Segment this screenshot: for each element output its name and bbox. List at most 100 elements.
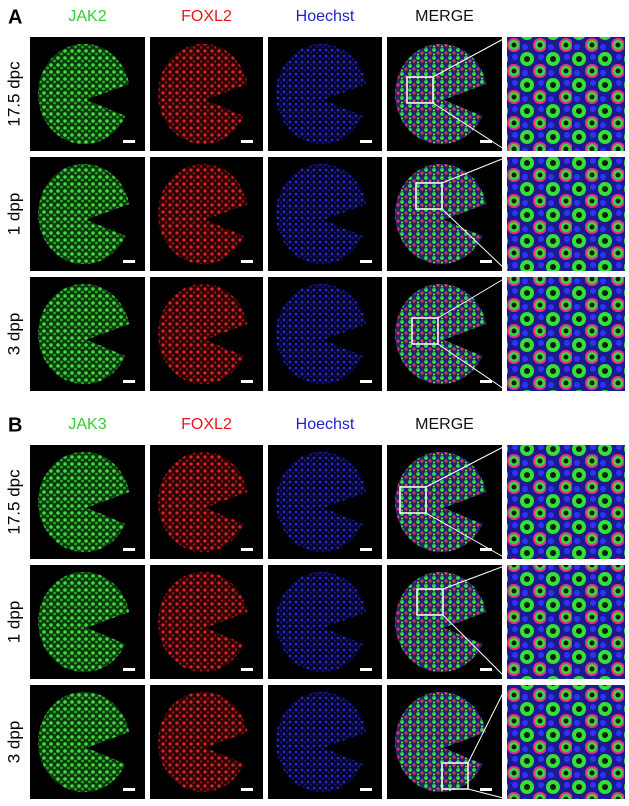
inset-line [425, 512, 508, 560]
row-label: 17.5 dpc [4, 469, 23, 535]
ovary-section [157, 571, 249, 673]
scale-bar [480, 380, 492, 383]
inset-box [441, 762, 469, 790]
scale-bar [241, 788, 253, 791]
column-label: JAK2 [68, 8, 106, 25]
column-label: FOXL2 [181, 8, 232, 25]
inset-line [432, 36, 508, 78]
ovary-section [38, 43, 131, 145]
zoom-view [507, 37, 625, 151]
ovary-section [275, 571, 368, 673]
scale-bar [480, 668, 492, 671]
ovary-notch [205, 490, 252, 528]
ovary-notch [443, 322, 491, 360]
ovary-notch [205, 202, 252, 240]
panel-label: B [8, 414, 22, 436]
ovary-notch [205, 610, 252, 648]
scale-bar [241, 548, 253, 551]
inset-line [442, 614, 508, 680]
scale-bar [123, 788, 135, 791]
scale-bar [360, 380, 372, 383]
scale-bar [123, 260, 135, 263]
inset-line [437, 276, 508, 319]
inset-line [467, 684, 508, 764]
ovary-section [395, 163, 488, 265]
scale-bar [360, 668, 372, 671]
ovary-section [395, 451, 488, 553]
inset-box [406, 76, 434, 104]
scale-bar [241, 380, 253, 383]
scale-bar [123, 380, 135, 383]
scale-bar [123, 668, 135, 671]
scale-bar [360, 548, 372, 551]
ovary-section [395, 283, 488, 385]
scale-bar [480, 788, 492, 791]
zoom-view [507, 565, 625, 679]
scale-bar [123, 140, 135, 143]
ovary-section [275, 163, 368, 265]
inset-line [441, 208, 508, 272]
ovary-notch [323, 610, 371, 648]
inset-line [432, 102, 508, 152]
ovary-section [38, 283, 131, 385]
ovary-section [157, 283, 249, 385]
ovary-notch [443, 82, 491, 120]
column-label: MERGE [415, 416, 474, 433]
ovary-notch [443, 730, 491, 768]
scale-bar [480, 260, 492, 263]
zoom-view [507, 685, 625, 799]
ovary-notch [86, 202, 134, 240]
scale-bar [360, 140, 372, 143]
ovary-notch [323, 202, 371, 240]
ovary-section [38, 451, 131, 553]
ovary-notch [86, 322, 134, 360]
scale-bar [480, 548, 492, 551]
row-label: 3 dpp [4, 313, 23, 356]
inset-box [399, 486, 427, 514]
ovary-notch [323, 490, 371, 528]
ovary-section [157, 43, 249, 145]
ovary-section [275, 691, 368, 793]
ovary-section [38, 571, 131, 673]
panel-label: A [8, 6, 22, 28]
column-label: JAK3 [68, 416, 106, 433]
ovary-section [157, 163, 249, 265]
ovary-notch [86, 730, 134, 768]
row-label: 1 dpp [4, 193, 23, 236]
ovary-section [157, 451, 249, 553]
scale-bar [241, 668, 253, 671]
ovary-section [275, 283, 368, 385]
ovary-section [395, 691, 488, 793]
ovary-section [275, 451, 368, 553]
scale-bar [241, 260, 253, 263]
column-label: FOXL2 [181, 416, 232, 433]
ovary-section [38, 691, 131, 793]
zoom-view [507, 445, 625, 559]
column-label: Hoechst [296, 416, 355, 433]
ovary-notch [86, 490, 134, 528]
figure-content: A JAK2 FOXL2 Hoechst MERGE 17.5 dpc 1 dpp 3 dpp… [4, 6, 625, 800]
ovary-section [395, 571, 488, 673]
zoom-view [507, 157, 625, 271]
row-label: 1 dpp [4, 601, 23, 644]
ovary-notch [443, 490, 491, 528]
column-label: Hoechst [296, 8, 355, 25]
ovary-notch [205, 730, 252, 768]
scale-bar [480, 140, 492, 143]
inset-box [411, 317, 439, 345]
row-label: 17.5 dpc [4, 61, 23, 127]
inset-line [441, 156, 508, 184]
inset-line [425, 444, 508, 488]
inset-line [467, 788, 508, 800]
ovary-notch [205, 322, 252, 360]
inset-box [416, 588, 444, 616]
ovary-notch [323, 82, 371, 120]
inset-line [437, 343, 508, 392]
scale-bar [123, 548, 135, 551]
ovary-notch [443, 610, 491, 648]
ovary-notch [323, 730, 371, 768]
ovary-notch [205, 82, 252, 120]
row-label: 3 dpp [4, 721, 23, 764]
ovary-section [395, 43, 488, 145]
